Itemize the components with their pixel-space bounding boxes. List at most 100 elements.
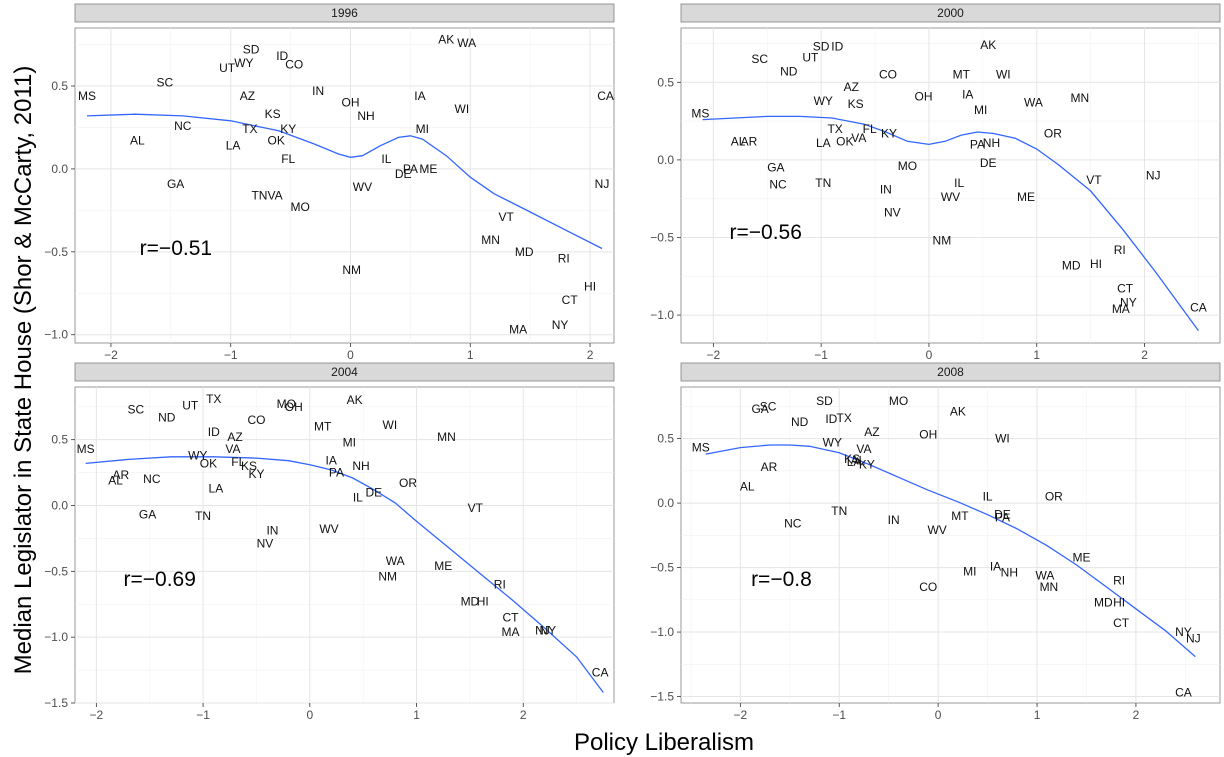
x-tick-label: 2	[520, 708, 527, 722]
x-tick-label: −1	[224, 348, 238, 362]
panel-2000: 2000 −2 −1 0 1 2 −1.0 −0.5 0.0 0.5 MS SC SD ID UT ND AK C…	[650, 3, 1221, 362]
state-label-ME: ME	[1017, 190, 1035, 204]
state-label-CA: CA	[1190, 300, 1207, 314]
state-label-MA: MA	[509, 323, 527, 337]
state-label-AZ: AZ	[844, 80, 859, 94]
state-label-OK: OK	[268, 134, 285, 148]
state-label-MT: MT	[953, 68, 971, 82]
facet-strip	[680, 3, 1221, 23]
state-label-RI: RI	[558, 251, 570, 265]
state-label-MI: MI	[974, 103, 987, 117]
x-tick-label: −2	[706, 348, 720, 362]
state-label-MN: MN	[1071, 91, 1090, 105]
gridlines	[75, 28, 614, 343]
y-tick-label: −1.0	[650, 625, 674, 639]
facet-strip	[680, 362, 1221, 382]
y-tick-label: 0.0	[51, 162, 68, 176]
state-label-WI: WI	[455, 102, 470, 116]
correlation-annotation: r=−0.69	[124, 568, 196, 591]
state-label-NY: NY	[552, 318, 569, 332]
facet-strip	[74, 362, 615, 382]
state-label-AK: AK	[980, 38, 996, 52]
state-label-MO: MO	[291, 200, 310, 214]
state-label-NC: NC	[143, 472, 161, 486]
state-label-TX: TX	[242, 122, 257, 136]
state-label-KY: KY	[881, 127, 897, 141]
state-label-WV: WV	[319, 522, 338, 536]
y-tick-label: 0.0	[657, 496, 674, 510]
x-tick-label: −1	[832, 708, 846, 722]
state-label-MA: MA	[1112, 302, 1130, 316]
state-label-AZ: AZ	[864, 425, 879, 439]
state-label-ME: ME	[1073, 550, 1091, 564]
state-label-GA: GA	[167, 177, 184, 191]
state-label-HI: HI	[584, 280, 596, 294]
state-label-ME: ME	[419, 162, 437, 176]
state-label-WV: WV	[927, 523, 946, 537]
y-tick-label: −1.0	[44, 630, 68, 644]
state-label-CO: CO	[247, 413, 265, 427]
state-label-NM: NM	[933, 234, 952, 248]
state-label-KY: KY	[248, 467, 264, 481]
state-label-WV: WV	[941, 190, 960, 204]
state-label-PA: PA	[970, 137, 985, 151]
state-label-NH: NH	[352, 459, 369, 473]
state-label-NY: NY	[1120, 296, 1137, 310]
state-label-TN: TN	[251, 188, 267, 202]
state-label-MT: MT	[951, 509, 969, 523]
state-label-AL: AL	[130, 134, 145, 148]
state-label-DE: DE	[366, 485, 383, 499]
state-label-CT: CT	[1117, 282, 1134, 296]
state-label-PA: PA	[403, 162, 418, 176]
state-label-ND: ND	[780, 64, 798, 78]
state-label-AR: AR	[761, 460, 778, 474]
state-label-MI: MI	[963, 564, 976, 578]
state-label-OR: OR	[1045, 490, 1063, 504]
state-label-TX: TX	[837, 411, 852, 425]
state-label-GA: GA	[767, 161, 784, 175]
state-label-IN: IN	[312, 84, 324, 98]
x-tick-label: 1	[467, 348, 474, 362]
state-label-UT: UT	[802, 50, 819, 64]
state-label-NC: NC	[769, 178, 787, 192]
state-label-MS: MS	[692, 441, 710, 455]
x-tick-label: −1	[814, 348, 828, 362]
state-label-AK: AK	[347, 393, 363, 407]
state-label-NH: NH	[983, 136, 1000, 150]
state-label-OR: OR	[1044, 127, 1062, 141]
state-label-SD: SD	[243, 43, 260, 57]
y-tick-label: 0.0	[657, 153, 674, 167]
state-label-PA: PA	[329, 466, 344, 480]
state-label-AK: AK	[950, 405, 966, 419]
loess-trend-line	[85, 456, 604, 693]
state-label-IA: IA	[962, 88, 973, 102]
state-label-WI: WI	[996, 68, 1011, 82]
state-label-AL: AL	[108, 473, 123, 487]
state-label-MN: MN	[437, 430, 456, 444]
state-label-OK: OK	[836, 134, 853, 148]
plot-area	[680, 27, 1221, 344]
state-label-NJ: NJ	[535, 624, 550, 638]
state-label-CT: CT	[562, 293, 579, 307]
facet-strip-label: 2004	[331, 365, 358, 379]
state-label-NC: NC	[784, 517, 802, 531]
state-label-ME: ME	[434, 559, 452, 573]
state-label-SC: SC	[128, 402, 145, 416]
state-label-TN: TN	[831, 504, 847, 518]
state-label-CT: CT	[1113, 616, 1130, 630]
x-tick-label: −2	[104, 348, 118, 362]
x-tick-label: 1	[413, 708, 420, 722]
state-label-OH: OH	[915, 89, 933, 103]
state-label-VT: VT	[468, 501, 484, 515]
state-label-VA: VA	[225, 442, 240, 456]
state-label-PA: PA	[995, 510, 1010, 524]
state-label-AZ: AZ	[227, 430, 242, 444]
state-label-AR: AR	[113, 468, 130, 482]
state-label-SD: SD	[813, 40, 830, 54]
state-label-AR: AR	[741, 134, 758, 148]
state-label-IL: IL	[381, 152, 391, 166]
state-label-NH: NH	[1001, 566, 1018, 580]
